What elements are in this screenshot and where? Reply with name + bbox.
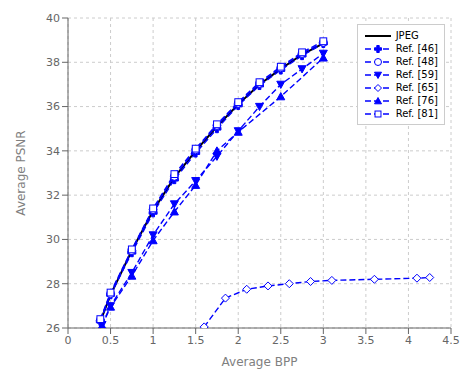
html-text:Ref. [46]: Ref. [46] [395, 43, 438, 54]
html-text:Ref. [81]: Ref. [81] [395, 108, 438, 119]
svg-text:3: 3 [320, 334, 327, 347]
svg-text:40: 40 [46, 12, 60, 25]
html-text:Ref. [59]: Ref. [59] [395, 69, 438, 80]
svg-text:4: 4 [405, 334, 412, 347]
svg-text:0.5: 0.5 [102, 334, 120, 347]
svg-text:28: 28 [46, 278, 60, 291]
svg-text:32: 32 [46, 189, 60, 202]
svg-text:Average BPP: Average BPP [222, 355, 298, 369]
html-text:Ref. [65]: Ref. [65] [395, 82, 438, 93]
svg-text:34: 34 [46, 145, 60, 158]
svg-text:1: 1 [150, 334, 157, 347]
svg-text:36: 36 [46, 100, 60, 113]
html-text:Ref. [76]: Ref. [76] [395, 95, 438, 106]
svg-text:3.5: 3.5 [357, 334, 375, 347]
svg-text:2: 2 [235, 334, 242, 347]
svg-text:26: 26 [46, 322, 60, 335]
svg-text:30: 30 [46, 233, 60, 246]
svg-text:4.5: 4.5 [442, 334, 460, 347]
svg-text:2.5: 2.5 [272, 334, 290, 347]
svg-text:Average PSNR: Average PSNR [14, 130, 28, 215]
svg-text:38: 38 [46, 56, 60, 69]
html-text:Ref. [48]: Ref. [48] [395, 56, 438, 67]
svg-text:0: 0 [65, 334, 72, 347]
html-text:JPEG: JPEG [395, 30, 419, 41]
svg-text:1.5: 1.5 [187, 334, 205, 347]
